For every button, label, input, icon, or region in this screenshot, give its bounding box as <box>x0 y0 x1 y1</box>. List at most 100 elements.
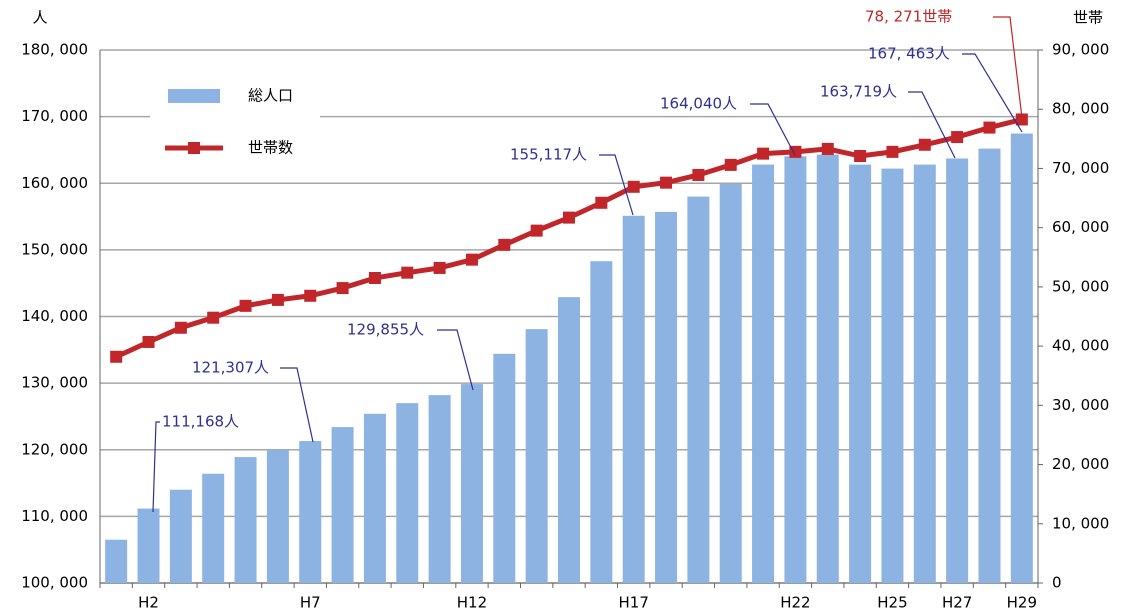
y2-tick-label: 70, 000 <box>1052 159 1109 177</box>
line-marker <box>886 145 899 158</box>
y2-tick-label: 10, 000 <box>1052 514 1109 532</box>
y-tick-label: 140, 000 <box>21 307 88 325</box>
bar <box>881 168 904 583</box>
annotation-leader <box>750 103 796 156</box>
x-tick-label: H7 <box>300 594 321 612</box>
bar <box>234 457 257 583</box>
annotation-leader <box>280 367 314 443</box>
bar <box>655 211 678 583</box>
bar <box>719 183 742 583</box>
bar <box>978 148 1001 584</box>
x-tick-label: H27 <box>942 594 972 612</box>
annotation: 121,307人 <box>192 359 269 377</box>
x-tick-label: H17 <box>619 594 649 612</box>
bar <box>816 154 839 583</box>
bar <box>849 164 872 583</box>
annotation-leader <box>993 16 1023 119</box>
bar <box>913 164 936 583</box>
line-marker <box>918 138 931 151</box>
line-marker <box>854 150 867 163</box>
bar <box>1010 133 1033 583</box>
x-tick-label: H2 <box>138 594 159 612</box>
line-marker <box>401 266 414 279</box>
line-marker <box>595 196 608 209</box>
legend-marker <box>188 142 200 154</box>
annotation-leader <box>908 91 956 159</box>
line-marker <box>207 311 220 324</box>
y-axis-unit: 人 <box>32 9 47 27</box>
bar <box>946 158 969 583</box>
bar <box>137 508 160 583</box>
annotation: 167, 463人 <box>868 45 950 63</box>
annotation: 164,040人 <box>660 95 737 113</box>
annotation-leader <box>599 154 634 216</box>
y-tick-label: 100, 000 <box>21 574 88 592</box>
y2-tick-label: 40, 000 <box>1052 337 1109 355</box>
y-tick-label: 160, 000 <box>21 174 88 192</box>
bar <box>687 196 710 583</box>
legend-swatch <box>168 89 220 103</box>
legend-label: 総人口 <box>248 87 293 105</box>
bar <box>363 413 386 583</box>
y2-tick-label: 30, 000 <box>1052 396 1109 414</box>
y-tick-label: 110, 000 <box>21 507 88 525</box>
bar <box>299 441 322 583</box>
y-tick-label: 180, 000 <box>21 41 88 59</box>
line-marker <box>627 180 640 193</box>
line-marker <box>951 131 964 144</box>
bar <box>493 353 516 583</box>
line-marker <box>110 350 123 363</box>
y2-tick-label: 90, 000 <box>1052 41 1109 59</box>
line-marker <box>757 147 770 160</box>
bar <box>460 384 483 583</box>
bar <box>266 449 289 583</box>
annotation: 111,168人 <box>162 413 239 431</box>
bar <box>202 473 225 583</box>
bar <box>428 395 451 583</box>
line-marker <box>498 238 511 251</box>
annotation-leader <box>437 329 474 391</box>
annotation-leader <box>962 53 1023 133</box>
bar <box>169 489 192 583</box>
bar <box>590 261 613 583</box>
y2-tick-label: 20, 000 <box>1052 455 1109 473</box>
line-marker <box>660 176 673 189</box>
x-tick-label: H22 <box>780 594 810 612</box>
annotation: 129,855人 <box>347 321 424 339</box>
bar <box>752 164 775 583</box>
bar <box>396 403 419 583</box>
bar <box>525 329 548 583</box>
line-marker <box>271 293 284 306</box>
annotation: 78, 271世帯 <box>865 8 952 26</box>
line-marker <box>239 299 252 312</box>
bar <box>105 539 128 583</box>
line-marker <box>465 253 478 266</box>
line-marker <box>142 335 155 348</box>
legend-bg <box>150 72 320 172</box>
annotation-leader <box>152 421 160 513</box>
y2-tick-label: 0 <box>1052 574 1062 592</box>
x-tick-label: H25 <box>877 594 907 612</box>
y-tick-label: 130, 000 <box>21 374 88 392</box>
y2-tick-label: 60, 000 <box>1052 218 1109 236</box>
line-marker <box>336 282 349 295</box>
line-marker <box>174 321 187 334</box>
line-marker <box>724 158 737 171</box>
line-marker <box>983 121 996 134</box>
x-tick-label: H12 <box>457 594 487 612</box>
y-tick-label: 150, 000 <box>21 240 88 258</box>
line-marker <box>563 211 575 224</box>
y-tick-label: 120, 000 <box>21 440 88 458</box>
annotation: 163,719人 <box>820 83 897 101</box>
line-marker <box>368 272 381 285</box>
line-marker <box>692 168 705 181</box>
x-tick-label: H29 <box>1007 594 1037 612</box>
bar <box>784 156 807 583</box>
line-marker <box>821 142 834 155</box>
y-tick-label: 170, 000 <box>21 107 88 125</box>
y2-tick-label: 80, 000 <box>1052 100 1109 118</box>
annotation: 155,117人 <box>510 146 587 164</box>
legend-label: 世帯数 <box>248 139 293 157</box>
bar <box>622 215 645 583</box>
